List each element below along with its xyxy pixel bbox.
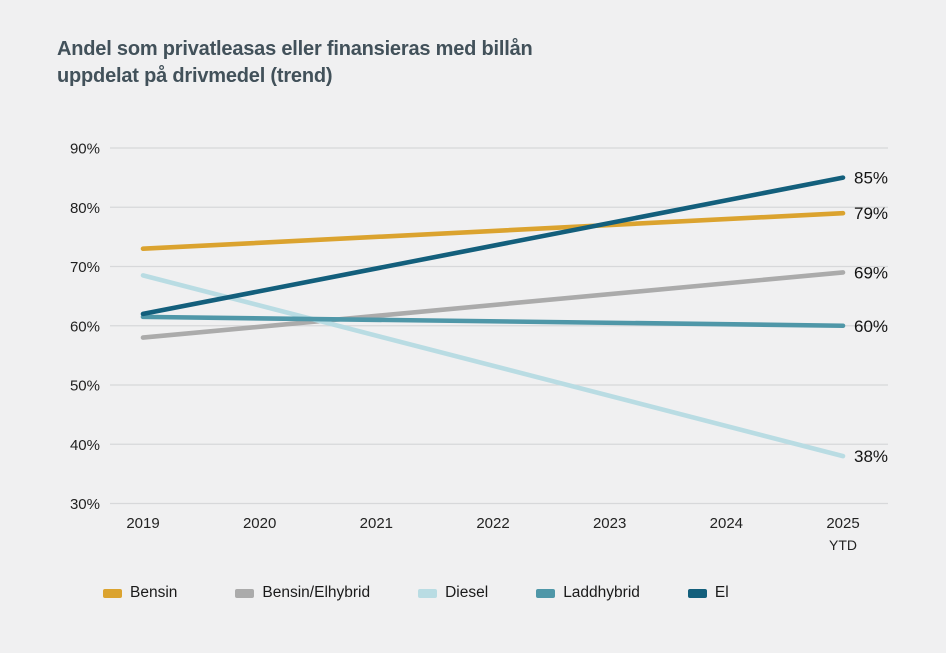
y-axis-label-80: 80% (70, 200, 100, 217)
legend-label-laddhybrid: Laddhybrid (563, 584, 640, 601)
legend-label-bensin: Bensin (130, 584, 178, 601)
x-axis-label-2020: 2020 (243, 515, 276, 532)
end-value-label-bensin: 79% (854, 204, 888, 223)
legend-swatch-el (687, 588, 707, 598)
chart-title-line1: Andel som privatleasas eller finansieras… (57, 38, 533, 60)
end-value-label-laddhybrid: 60% (854, 317, 888, 336)
legend-swatch-diesel (418, 588, 438, 598)
x-axis-label-2022: 2022 (476, 515, 509, 532)
x-axis-label-2023: 2023 (593, 515, 626, 532)
legend-label-el: El (714, 584, 729, 601)
chart-legend: Bensin Bensin/Elhybrid Diesel Laddhybrid El (103, 584, 729, 602)
legend-item-bensin-elhybrid: Bensin/Elhybrid (235, 584, 370, 602)
legend-label-bensin-elhybrid: Bensin/Elhybrid (262, 584, 371, 601)
x-axis-label-2019: 2019 (126, 515, 159, 532)
series-line-bensin-elhybrid (140, 270, 846, 340)
legend-item-bensin: Bensin (103, 584, 177, 602)
legend-item-diesel: Diesel (418, 584, 488, 602)
y-axis-label-90: 90% (70, 141, 100, 158)
x-axis-label-2024: 2024 (710, 515, 743, 532)
series-line-el (140, 175, 846, 317)
legend-swatch-bensin (103, 588, 122, 598)
series-line-diesel (140, 273, 846, 459)
y-axis-label-40: 40% (70, 437, 100, 454)
series-line-bensin (140, 210, 846, 252)
x-axis-label-2025: 2025 (826, 515, 859, 532)
end-value-label-diesel: 38% (854, 447, 888, 466)
legend-swatch-bensin-elhybrid (235, 588, 255, 598)
legend-swatch-laddhybrid (536, 588, 556, 598)
end-value-label-el: 85% (854, 169, 888, 188)
y-axis-label-30: 30% (70, 496, 100, 513)
chart-title: Andel som privatleasas eller finansieras… (57, 36, 533, 90)
chart-title-line2: uppdelat på drivmedel (trend) (57, 65, 333, 87)
y-axis-label-60: 60% (70, 318, 100, 335)
legend-label-diesel: Diesel (445, 584, 489, 601)
legend-item-el: El (687, 584, 729, 602)
legend-item-laddhybrid: Laddhybrid (536, 584, 640, 602)
x-axis-label-2021: 2021 (360, 515, 393, 532)
y-axis-label-70: 70% (70, 259, 100, 276)
series-line-laddhybrid (140, 314, 846, 329)
end-value-label-bensin-elhybrid: 69% (854, 263, 888, 282)
x-axis-label-ytd: YTD (829, 537, 857, 553)
y-axis-label-50: 50% (70, 378, 100, 395)
